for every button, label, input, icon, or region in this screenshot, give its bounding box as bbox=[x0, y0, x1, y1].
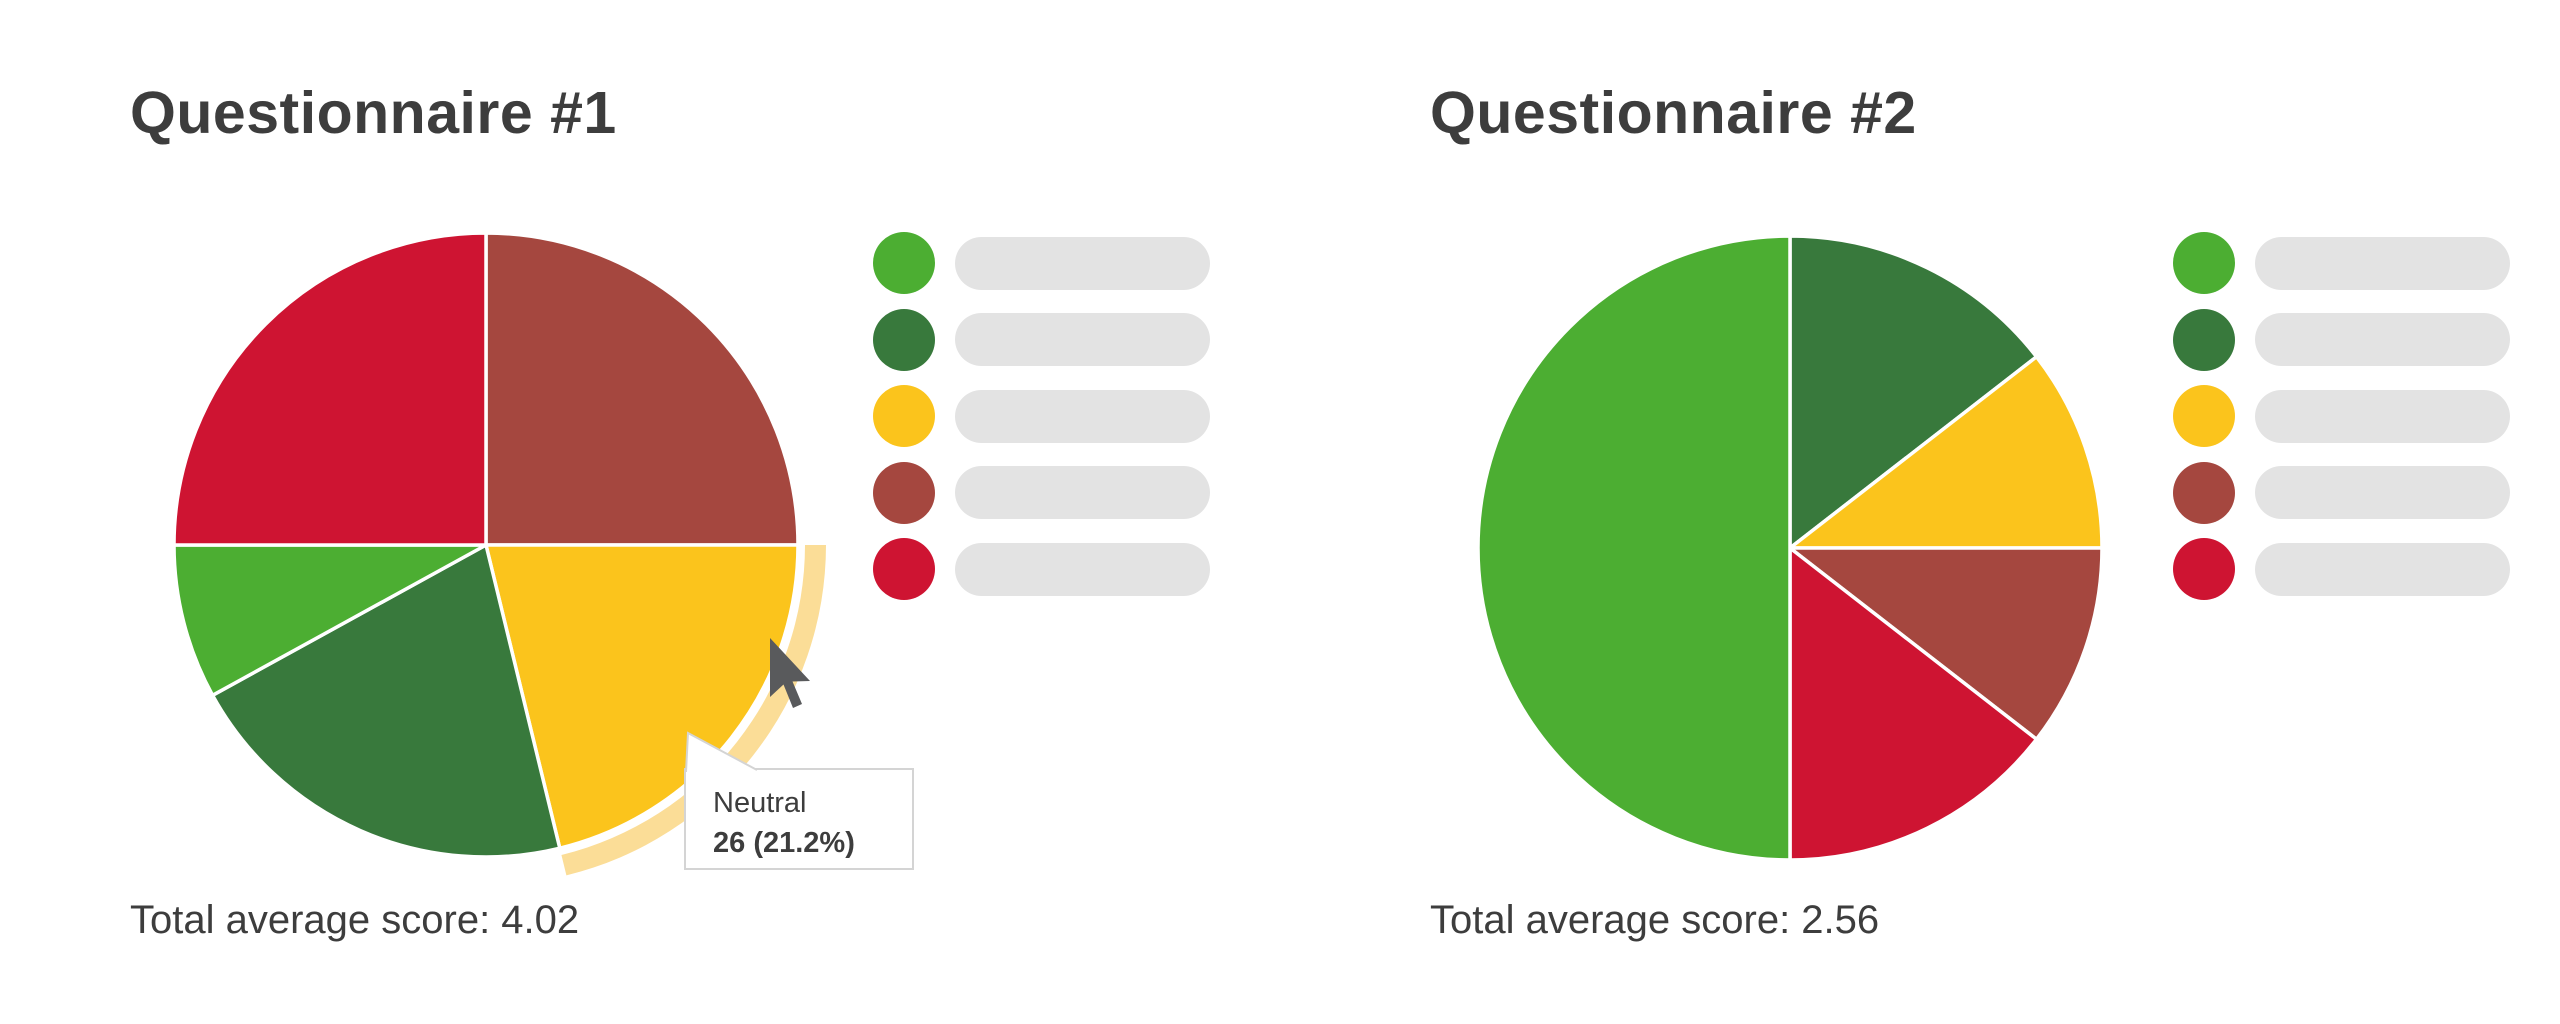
legend-dot-brown-red bbox=[2173, 461, 2235, 524]
legend-dot-light-green bbox=[2173, 232, 2235, 294]
legend-label-placeholder-bar bbox=[2255, 313, 2510, 366]
legend-item-red[interactable] bbox=[2173, 538, 2510, 600]
pie-slice-light-green[interactable] bbox=[172, 543, 488, 698]
pie-chart bbox=[172, 231, 826, 876]
legend-label-placeholder-bar bbox=[2255, 542, 2510, 596]
pie-chart bbox=[1476, 234, 2104, 862]
chart-legend bbox=[2173, 232, 2510, 615]
slice-tooltip: Neutral 26 (21.2%) bbox=[684, 768, 914, 870]
legend-dot-light-green bbox=[873, 232, 935, 294]
questionnaire-2-chart-panel: Questionnaire #2 Total average score: 2.… bbox=[1300, 0, 2560, 1024]
legend-item-yellow[interactable] bbox=[873, 385, 1210, 447]
legend-item-red[interactable] bbox=[873, 538, 1210, 600]
pie-slice-dark-green[interactable] bbox=[1788, 234, 2039, 550]
pie-slice-dark-green[interactable] bbox=[210, 543, 562, 859]
legend-label-placeholder-bar bbox=[955, 542, 1210, 596]
pie-slice-brown-red[interactable] bbox=[1788, 546, 2104, 741]
legend-label-placeholder-bar bbox=[955, 466, 1210, 519]
legend-item-dark-green[interactable] bbox=[2173, 308, 2510, 371]
chart-title: Questionnaire #1 bbox=[130, 80, 617, 146]
legend-label-placeholder-bar bbox=[2255, 389, 2510, 443]
legend-dot-red bbox=[873, 538, 935, 600]
tooltip-value: 26 (21.2%) bbox=[713, 827, 855, 859]
total-average-score: Total average score: 2.56 bbox=[1430, 898, 1880, 942]
mouse-cursor-icon bbox=[770, 638, 810, 708]
pie-slice-yellow[interactable] bbox=[1788, 355, 2104, 550]
legend-item-brown-red[interactable] bbox=[873, 461, 1210, 524]
questionnaire-1-chart-panel: Questionnaire #1 Neutral 26 (21.2%) Tota… bbox=[130, 80, 1210, 942]
legend-item-dark-green[interactable] bbox=[873, 308, 1210, 371]
legend-item-light-green[interactable] bbox=[873, 232, 1210, 294]
pie-slice-light-green[interactable] bbox=[1476, 234, 1792, 862]
tooltip-category-label: Neutral bbox=[713, 787, 807, 819]
pie-slice-red[interactable] bbox=[1788, 546, 2039, 862]
legend-dot-dark-green bbox=[2173, 308, 2235, 371]
legend-label-placeholder-bar bbox=[955, 236, 1210, 290]
legend-dot-red bbox=[2173, 538, 2235, 600]
legend-dot-yellow bbox=[873, 385, 935, 447]
chart-title: Questionnaire #2 bbox=[1430, 80, 1917, 146]
total-average-score: Total average score: 4.02 bbox=[130, 898, 580, 942]
legend-dot-dark-green bbox=[873, 308, 935, 371]
chart-legend bbox=[873, 232, 1210, 615]
legend-item-light-green[interactable] bbox=[2173, 232, 2510, 294]
legend-label-placeholder-bar bbox=[955, 313, 1210, 366]
legend-label-placeholder-bar bbox=[2255, 236, 2510, 290]
legend-label-placeholder-bar bbox=[2255, 466, 2510, 519]
legend-item-yellow[interactable] bbox=[2173, 385, 2510, 447]
legend-dot-yellow bbox=[2173, 385, 2235, 447]
tooltip-pointer-tail-icon bbox=[685, 731, 758, 773]
pie-slice-red[interactable] bbox=[172, 231, 488, 547]
legend-label-placeholder-bar bbox=[955, 389, 1210, 443]
legend-dot-brown-red bbox=[873, 461, 935, 524]
pie-slice-brown-red[interactable] bbox=[484, 231, 800, 547]
legend-item-brown-red[interactable] bbox=[2173, 461, 2510, 524]
pie-slice-yellow[interactable] bbox=[484, 543, 800, 850]
